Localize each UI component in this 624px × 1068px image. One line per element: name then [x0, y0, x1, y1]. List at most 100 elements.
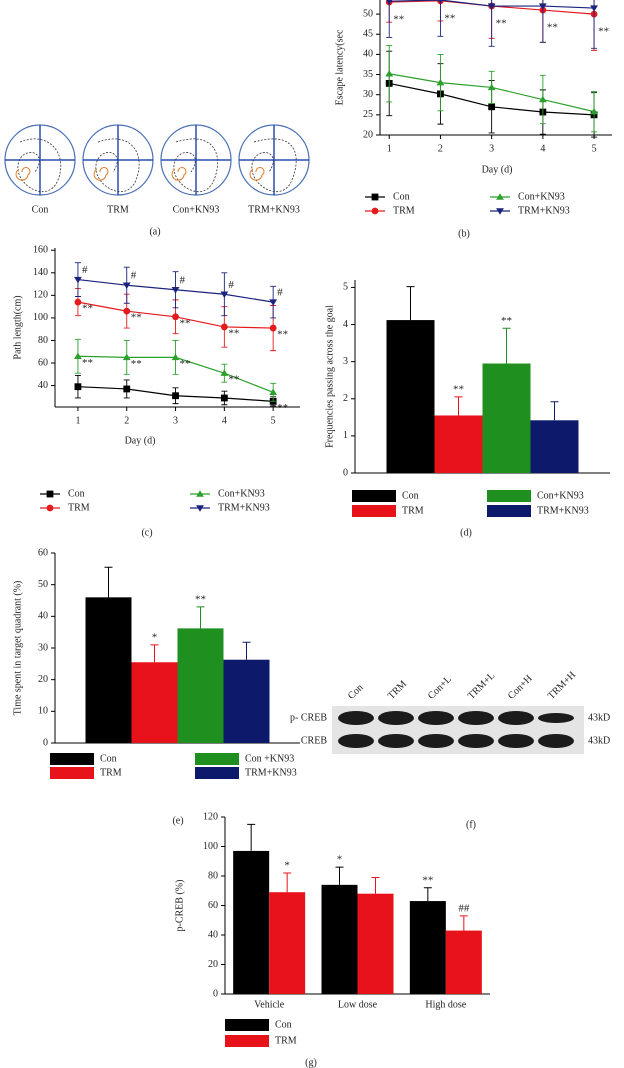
- y-tick-label: 1: [343, 430, 348, 441]
- data-point: [590, 5, 598, 12]
- data-point: [220, 394, 228, 402]
- bar: [85, 597, 132, 743]
- data-point: [220, 369, 229, 376]
- y-tick-label: 80: [38, 335, 48, 346]
- y-tick-label: 45: [363, 29, 373, 40]
- legend-marker: [371, 207, 379, 215]
- x-tick-label: High dose: [425, 999, 466, 1010]
- bar: [434, 415, 483, 473]
- legend-swatch: [225, 1035, 269, 1047]
- lane-label: TRM+L: [466, 670, 497, 701]
- significance-label: #: [277, 287, 283, 299]
- legend-swatch: [352, 505, 396, 517]
- swim-path: [251, 138, 297, 192]
- legend-label: TRM: [402, 505, 424, 516]
- data-point: [74, 352, 82, 359]
- legend-label: Con+KN93: [218, 488, 265, 499]
- y-tick-label: 10: [38, 706, 48, 717]
- error-bar: [459, 915, 468, 931]
- legend-marker: [46, 490, 54, 498]
- data-point: [538, 95, 547, 103]
- y-axis-label: Frequencies passing across the goal: [324, 305, 335, 448]
- legend-label: Con: [275, 1019, 292, 1030]
- data-point: [538, 3, 547, 10]
- x-tick-label: 1: [387, 143, 392, 154]
- significance-label: ##: [458, 902, 470, 914]
- y-axis-label: Escape latency(sec: [334, 29, 345, 105]
- blot-band: [338, 711, 374, 725]
- data-point: [438, 0, 443, 4]
- y-tick-label: 2: [343, 393, 348, 404]
- data-point: [171, 353, 180, 361]
- error-bar: [406, 286, 415, 321]
- bar: [386, 320, 435, 473]
- error-bar: [502, 327, 511, 364]
- legend-swatch: [487, 490, 531, 502]
- legend-swatch: [195, 753, 239, 765]
- x-tick-label: Low dose: [338, 999, 378, 1010]
- x-axis-label: Day (d): [125, 435, 156, 446]
- x-tick-label: 3: [173, 415, 178, 426]
- blot-band: [498, 734, 534, 748]
- band-size: 43kD: [588, 735, 610, 746]
- bar: [409, 901, 446, 994]
- blot-band: [378, 711, 414, 725]
- blot-band: [338, 734, 374, 748]
- data-point: [269, 324, 277, 332]
- bar: [445, 930, 482, 994]
- error-bar: [150, 644, 159, 663]
- y-tick-label: 100: [33, 312, 48, 323]
- legend-label: Con +KN93: [245, 753, 294, 764]
- legend-label: TRM+KN93: [218, 502, 270, 513]
- row-label: CREB: [301, 735, 327, 746]
- significance-label: **: [82, 303, 93, 315]
- legend-swatch: [195, 767, 239, 779]
- y-tick-label: 60: [208, 900, 218, 911]
- lane-label: TRM+H: [546, 670, 578, 702]
- data-point: [269, 388, 278, 396]
- y-axis-label: p-CREB (%): [174, 880, 185, 932]
- maze-label: Con+KN93: [173, 204, 220, 215]
- legend-swatch: [352, 490, 396, 502]
- legend-label: Con: [100, 753, 117, 764]
- x-tick-label: 2: [124, 415, 129, 426]
- data-point: [172, 392, 179, 400]
- data-point: [122, 353, 131, 361]
- significance-label: **: [444, 12, 455, 24]
- y-tick-label: 20: [208, 959, 218, 970]
- panel-caption: (b): [458, 228, 470, 239]
- legend-swatch: [225, 1019, 269, 1031]
- error-bar: [386, 0, 393, 38]
- y-tick-label: 40: [38, 380, 48, 391]
- y-tick-label: 60: [38, 357, 48, 368]
- error-bar: [437, 0, 444, 37]
- data-point: [74, 383, 82, 391]
- y-tick-label: 30: [38, 642, 48, 653]
- y-tick-label: 120: [203, 811, 218, 822]
- bar: [131, 662, 178, 743]
- y-tick-label: 30: [363, 89, 373, 100]
- data-point: [172, 313, 179, 321]
- platform-spiral: [15, 167, 31, 181]
- significance-label: **: [228, 327, 239, 339]
- data-point: [487, 83, 496, 91]
- significance-label: **: [547, 22, 558, 34]
- data-point: [590, 107, 598, 115]
- legend-marker: [496, 208, 504, 215]
- legend-marker: [496, 193, 504, 200]
- legend-label: TRM: [393, 205, 415, 216]
- data-point: [487, 3, 496, 10]
- x-tick-label: 5: [592, 143, 597, 154]
- lane-label: TRM: [386, 679, 409, 702]
- y-tick-label: 120: [33, 290, 48, 301]
- platform-spiral: [249, 167, 265, 181]
- blot-band: [418, 711, 454, 725]
- error-bar: [423, 887, 432, 902]
- panel-caption: (g): [305, 1057, 317, 1068]
- swim-path: [17, 138, 62, 192]
- significance-label: **: [598, 26, 609, 38]
- y-tick-label: 40: [363, 49, 373, 60]
- maze-label: Con: [32, 204, 49, 215]
- data-point: [123, 307, 131, 315]
